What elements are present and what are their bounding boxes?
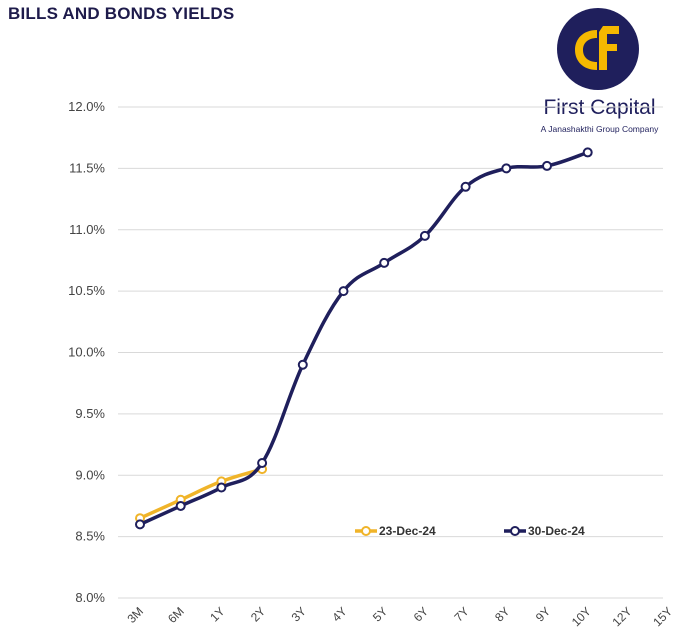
y-tick-label: 8.5%: [75, 529, 105, 544]
y-tick-label: 8.0%: [75, 590, 105, 605]
x-tick-label: 15Y: [650, 604, 675, 629]
y-tick-label: 11.5%: [69, 160, 105, 175]
legend-marker: [361, 526, 371, 536]
y-tick-label: 11.0%: [69, 222, 105, 237]
legend-marker: [510, 526, 520, 536]
x-tick-label: 9Y: [533, 604, 553, 624]
y-tick-label: 9.0%: [75, 467, 105, 482]
x-tick-label: 3Y: [289, 604, 309, 624]
data-point: [175, 500, 186, 511]
legend: 23-Dec-24 30-Dec-24: [355, 524, 585, 538]
x-tick-label: 6Y: [411, 604, 431, 624]
series-1: [135, 464, 268, 524]
series-line: [138, 150, 590, 527]
y-tick-label: 10.0%: [68, 345, 105, 360]
chart-title: BILLS AND BONDS YIELDS: [8, 4, 235, 23]
legend-label: 30-Dec-24: [528, 524, 585, 538]
data-point: [460, 181, 471, 192]
series-2: [135, 147, 593, 530]
data-point: [257, 457, 268, 468]
brand-tagline: A Janashakthi Group Company: [540, 124, 659, 134]
x-tick-label: 7Y: [451, 604, 471, 624]
x-tick-label: 8Y: [492, 604, 512, 624]
data-point: [338, 286, 349, 297]
data-point: [542, 160, 552, 171]
data-point: [419, 230, 430, 241]
legend-item: 23-Dec-24: [355, 524, 436, 538]
series-lines: [135, 147, 593, 530]
data-point: [216, 482, 227, 493]
x-axis-ticks: 3M 6M 1Y 2Y 3Y 4Y 5Y 6Y 7Y 8Y 9Y 10Y 12Y 15Y: [124, 604, 675, 629]
x-tick-label: 3M: [124, 604, 146, 626]
data-point: [297, 359, 308, 370]
y-tick-label: 9.5%: [75, 406, 105, 421]
series-line: [138, 467, 264, 520]
x-tick-label: 2Y: [248, 604, 268, 624]
x-tick-label: 12Y: [610, 604, 635, 629]
x-tick-label: 1Y: [207, 604, 227, 624]
data-point: [379, 257, 390, 268]
data-point: [582, 147, 593, 158]
legend-item: 30-Dec-24: [504, 524, 585, 538]
data-point: [501, 163, 512, 174]
x-tick-label: 4Y: [329, 604, 349, 624]
legend-label: 23-Dec-24: [379, 524, 436, 538]
data-point: [135, 519, 145, 530]
x-tick-label: 6M: [165, 604, 187, 626]
x-tick-label: 5Y: [370, 604, 390, 624]
y-tick-label: 12.0%: [68, 99, 105, 114]
y-axis-ticks: 8.0% 8.5% 9.0% 9.5% 10.0% 10.5% 11.0% 11.5% 12.0…: [68, 99, 105, 605]
y-tick-label: 10.5%: [68, 283, 105, 298]
logo-circle-icon: [557, 8, 639, 90]
grid-lines: [118, 106, 663, 599]
x-tick-label: 10Y: [569, 604, 594, 629]
